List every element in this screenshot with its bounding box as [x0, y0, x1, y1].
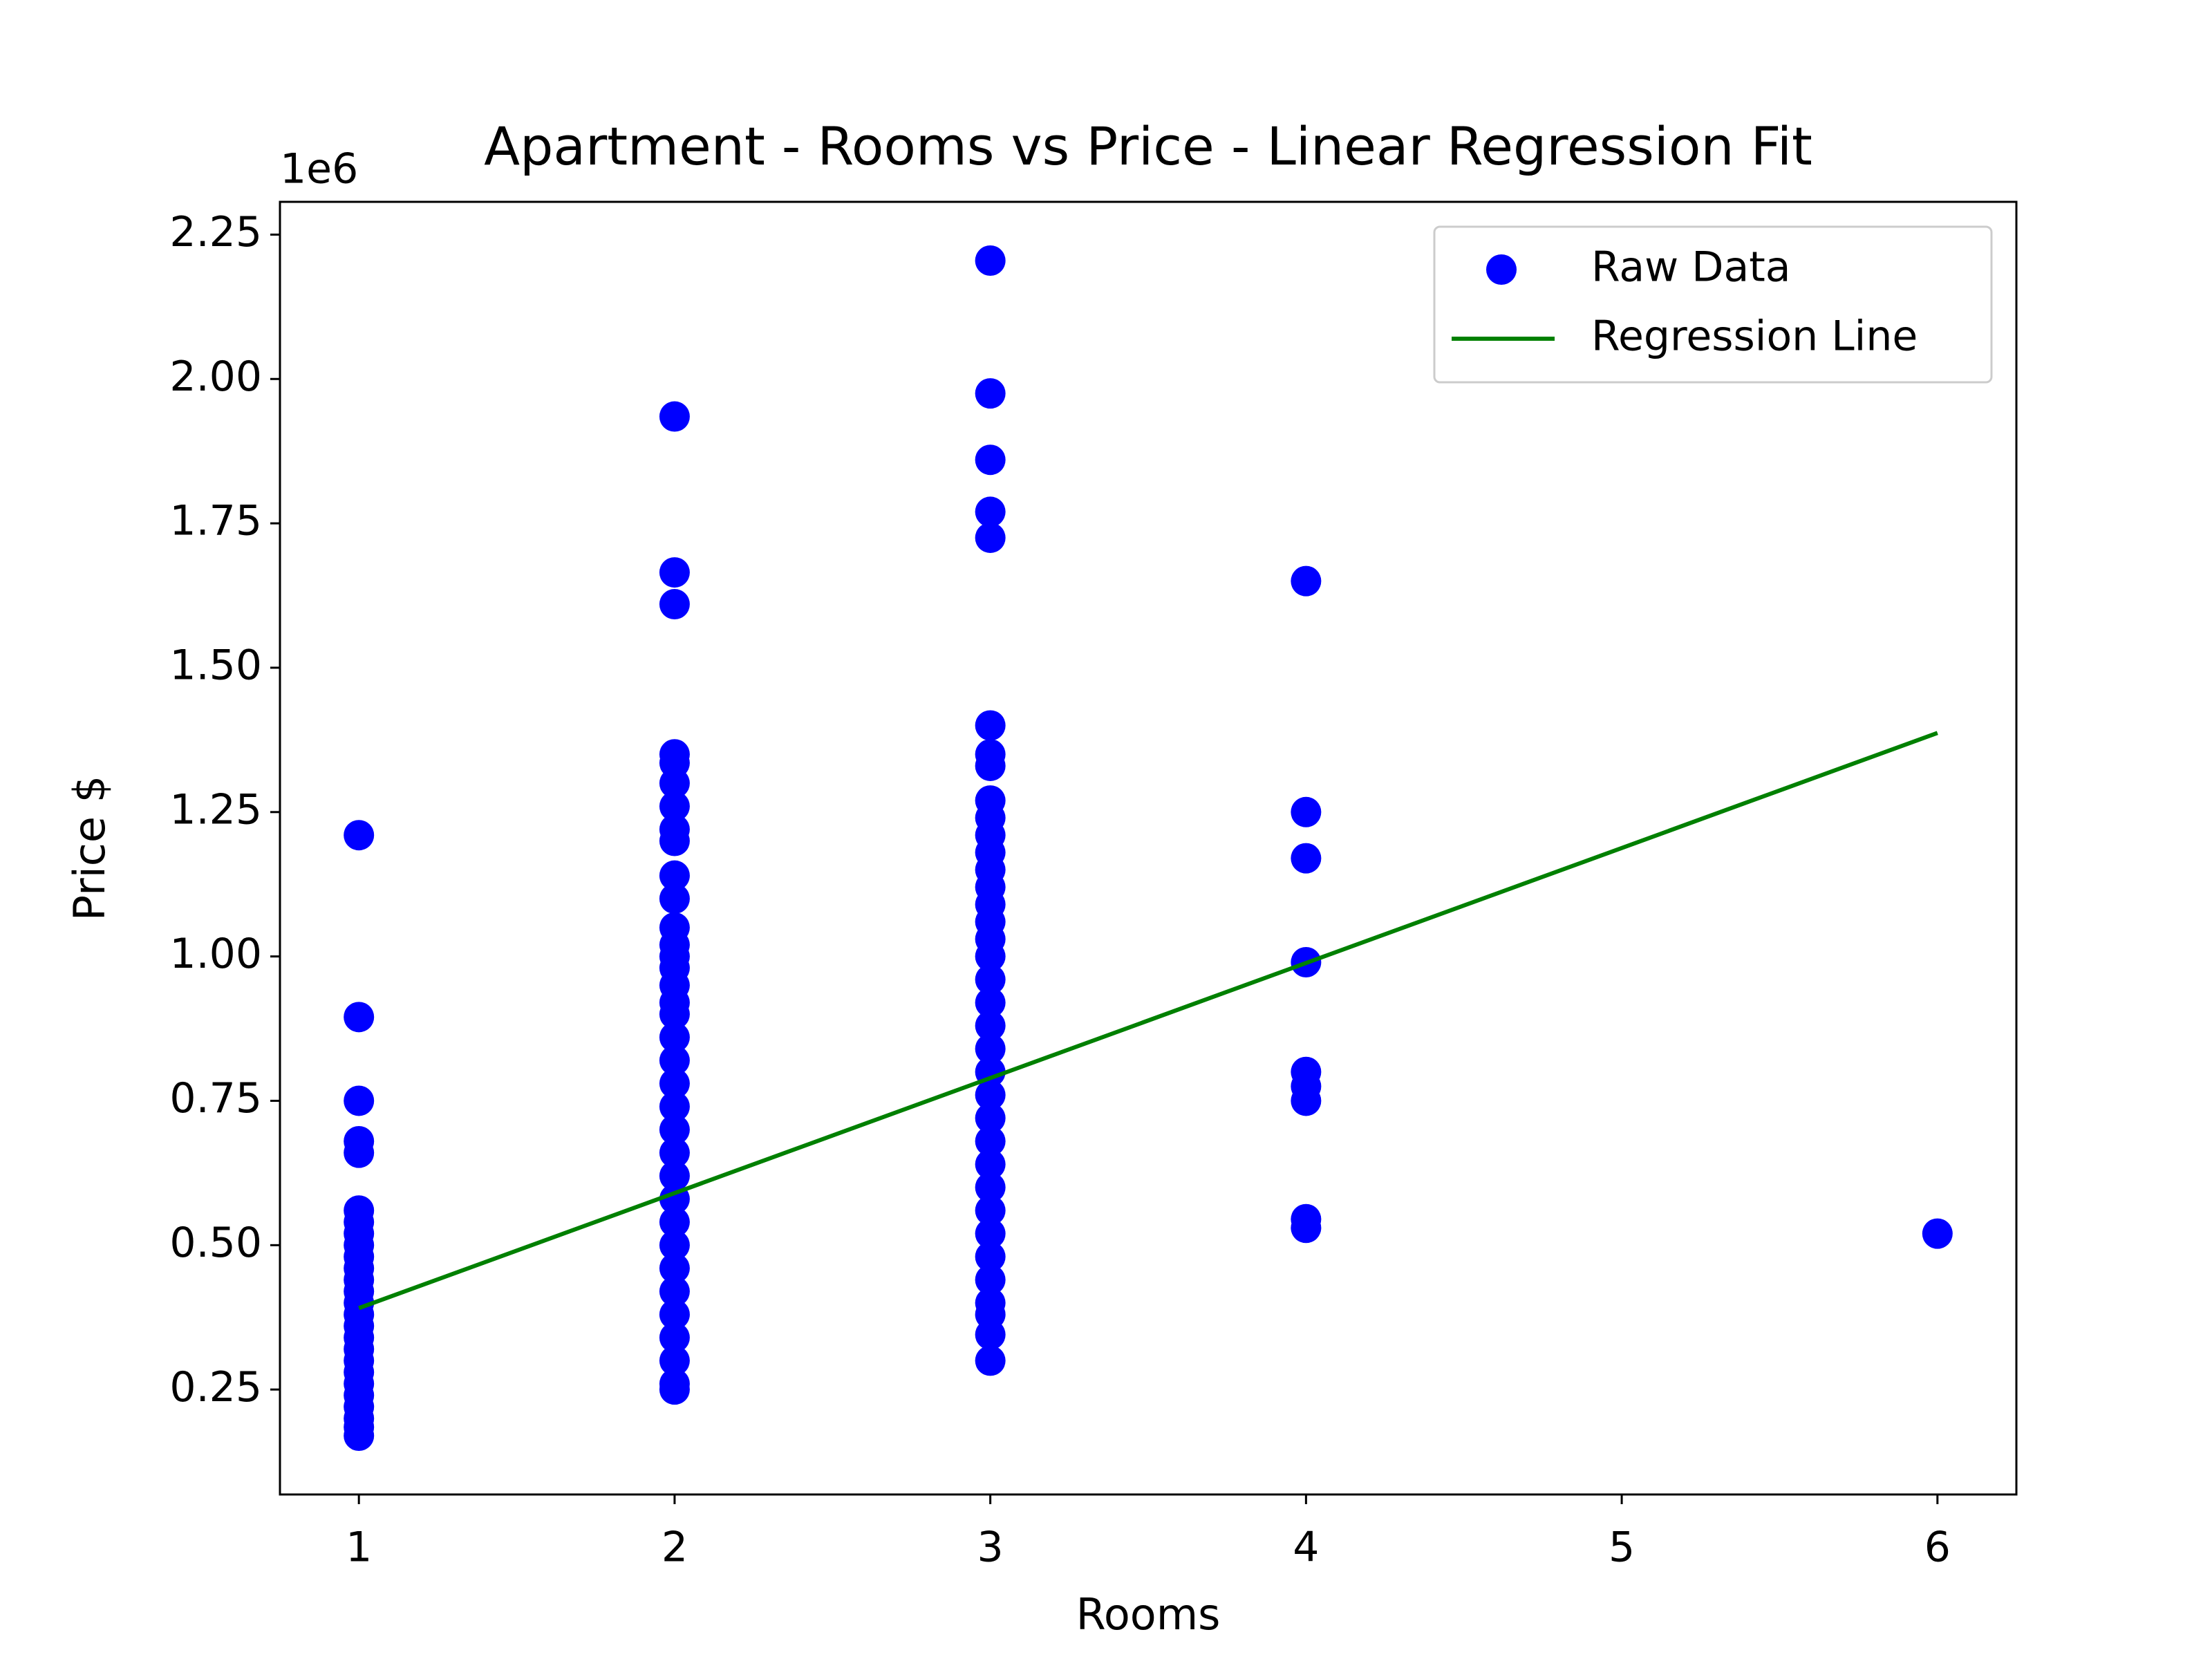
scatter-point	[659, 1322, 690, 1353]
scatter-point	[975, 1033, 1006, 1065]
legend-marker	[1486, 254, 1517, 285]
legend-label: Raw Data	[1591, 243, 1791, 292]
scatter-point	[975, 1319, 1006, 1350]
y-offset-label: 1e6	[280, 145, 358, 194]
scatter-point	[1291, 796, 1322, 827]
x-axis-label: Rooms	[1076, 1589, 1221, 1640]
scatter-point	[659, 1114, 690, 1145]
scatter-point	[975, 710, 1006, 741]
scatter-point	[659, 1299, 690, 1330]
scatter-point	[975, 378, 1006, 409]
scatter-point	[975, 750, 1006, 781]
scatter-point	[975, 1218, 1006, 1249]
scatter-point	[659, 1374, 690, 1405]
scatter-point	[975, 522, 1006, 553]
x-tick-label: 1	[346, 1524, 372, 1572]
scatter-point	[659, 860, 690, 891]
scatter-point	[1291, 843, 1322, 874]
scatter-point	[659, 768, 690, 799]
x-tick-label: 2	[662, 1524, 688, 1572]
scatter-point	[344, 1137, 375, 1168]
scatter-point	[344, 1085, 375, 1116]
scatter-point	[659, 1045, 690, 1076]
scatter-point	[659, 1161, 690, 1192]
scatter-point	[1291, 1212, 1322, 1244]
scatter-point	[1291, 565, 1322, 597]
legend-label: Regression Line	[1591, 312, 1918, 361]
scatter-point	[975, 1010, 1006, 1041]
scatter-point	[659, 557, 690, 588]
regression-line	[358, 731, 1938, 1311]
scatter-point	[1922, 1218, 1953, 1249]
scatter-point	[659, 791, 690, 822]
scatter-point	[659, 589, 690, 620]
scatter-point	[975, 987, 1006, 1018]
x-tick-label: 3	[977, 1524, 1004, 1572]
scatter-point	[659, 1230, 690, 1261]
x-tick-label: 6	[1924, 1524, 1951, 1572]
scatter-point	[975, 941, 1006, 972]
scatter-point	[344, 1421, 375, 1451]
y-tick-label: 0.75	[169, 1074, 262, 1123]
scatter-point	[344, 1002, 375, 1033]
scatter-point	[975, 1125, 1006, 1156]
y-tick-label: 2.00	[169, 353, 262, 401]
y-tick-label: 2.25	[169, 208, 262, 256]
scatter-point	[975, 444, 1006, 476]
y-tick-label: 1.50	[169, 641, 262, 690]
scatter-point	[659, 825, 690, 856]
scatter-point	[975, 964, 1006, 995]
y-tick-label: 0.25	[169, 1363, 262, 1412]
scatter-point	[975, 245, 1006, 276]
scatter-point	[659, 1345, 690, 1376]
y-tick-label: 1.00	[169, 930, 262, 978]
scatter-point	[344, 820, 375, 851]
scatter-point	[659, 1068, 690, 1099]
x-tick-label: 5	[1609, 1524, 1635, 1572]
scatter-point	[975, 1241, 1006, 1273]
scatter-point	[659, 1137, 690, 1168]
y-tick-label: 0.50	[169, 1219, 262, 1267]
scatter-point	[975, 496, 1006, 527]
scatter-point	[659, 1022, 690, 1053]
x-tick-label: 4	[1293, 1524, 1319, 1572]
scatter-point	[975, 1080, 1006, 1111]
scatter-point	[659, 1253, 690, 1284]
chart-title: Apartment - Rooms vs Price - Linear Regr…	[484, 115, 1812, 177]
scatter-point	[659, 1091, 690, 1122]
scatter-point	[975, 1103, 1006, 1134]
y-tick-label: 1.25	[169, 785, 262, 834]
scatter-point	[975, 1195, 1006, 1226]
scatter-point	[659, 999, 690, 1030]
scatter-point	[1291, 1085, 1322, 1116]
scatter-point	[659, 1276, 690, 1307]
plot-frame	[279, 200, 2018, 1496]
scatter-point	[659, 401, 690, 432]
scatter-point	[659, 883, 690, 915]
scatter-point	[975, 1345, 1006, 1376]
scatter-point	[975, 1149, 1006, 1180]
scatter-point	[659, 1206, 690, 1237]
y-tick-label: 1.75	[169, 497, 262, 545]
y-axis-label: Price $	[64, 776, 115, 921]
scatter-point	[975, 1172, 1006, 1203]
scatter-point	[975, 1264, 1006, 1295]
legend-box	[1433, 225, 1993, 384]
